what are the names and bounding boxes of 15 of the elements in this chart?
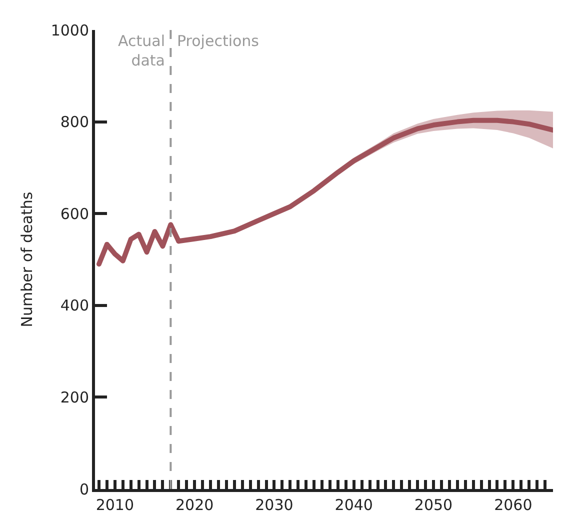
- y-tick-label: 600: [60, 204, 89, 223]
- y-tick-label: 200: [60, 388, 89, 406]
- y-tick-label: 800: [60, 113, 89, 132]
- annotation: Projections: [177, 32, 260, 50]
- x-tick-label: 2010: [96, 496, 134, 514]
- y-tick-label: 0: [79, 480, 89, 498]
- x-tick-label: 2040: [334, 496, 373, 514]
- x-tick-label: 2050: [414, 496, 453, 514]
- x-tick-label: 2060: [494, 496, 532, 514]
- x-tick-label: 2030: [255, 496, 294, 514]
- y-axis-title: Number of deaths: [18, 192, 36, 328]
- x-tick-label: 2020: [175, 496, 214, 514]
- annotation: Actual data: [118, 32, 165, 70]
- y-tick-label: 1000: [50, 21, 89, 40]
- y-tick-label: 400: [60, 296, 89, 315]
